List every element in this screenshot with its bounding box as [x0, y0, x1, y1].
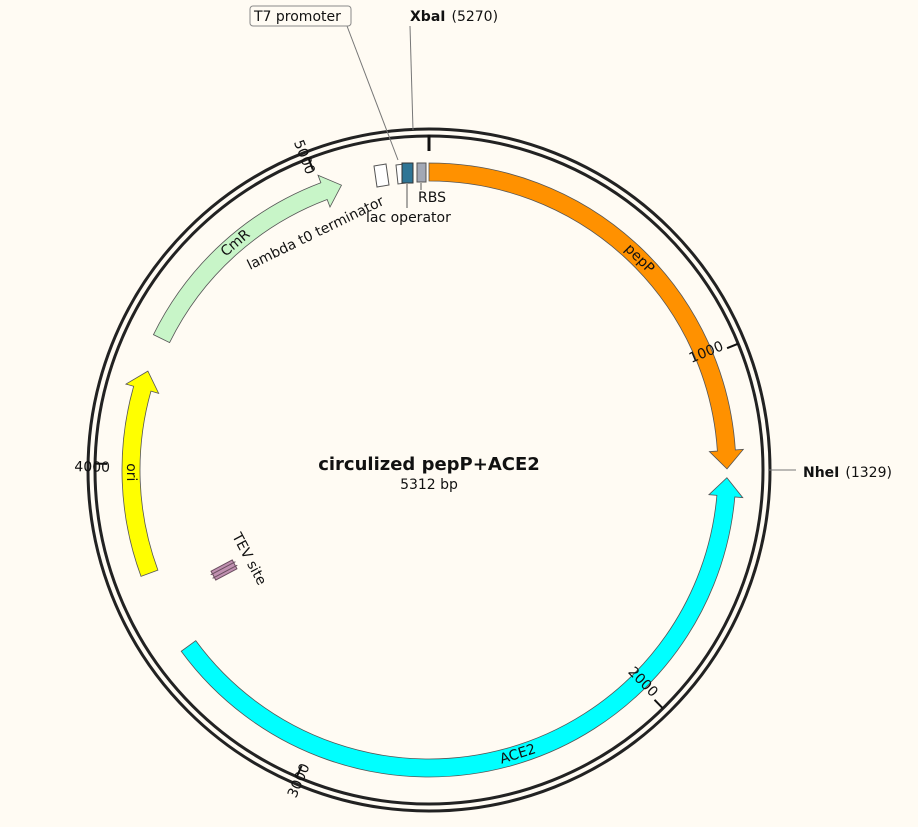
rbs-label: RBS: [418, 190, 446, 206]
cmr-feature-arrow[interactable]: [152, 174, 343, 344]
tick-mark-2000: [653, 699, 664, 710]
lambda-t0-terminator-feature[interactable]: [373, 163, 390, 188]
lambda-t0-terminator-label: lambda t0 terminator: [245, 193, 387, 273]
tick-mark-3000: [295, 765, 303, 778]
lac-operator-feature[interactable]: [401, 162, 414, 184]
plasmid-title: circulized pepP+ACE2: [318, 454, 540, 475]
t7-promoter-leader-line: [346, 25, 399, 161]
t7-promoter-label: T7 promoter: [253, 9, 341, 25]
lac-operator-label: lac operator: [366, 210, 451, 226]
tick-mark-5000: [307, 158, 314, 171]
tick-mark-1000: [726, 342, 739, 350]
ori-feature-arrow[interactable]: [121, 370, 160, 577]
tick-label-4000: 4000: [74, 459, 110, 476]
t7-promoter-label-box: [249, 5, 352, 27]
tev-site-feature[interactable]: [209, 559, 238, 581]
ace2-feature-arrow[interactable]: [180, 477, 744, 778]
xbai-leader-line: [409, 25, 414, 131]
pepp-feature-arrow[interactable]: [428, 162, 745, 470]
tev-site-label: TEV site: [228, 529, 269, 587]
plasmid-size: 5312 bp: [400, 477, 458, 493]
xbai-site-label: XbaI (5270): [410, 9, 498, 25]
rbs-feature[interactable]: [416, 162, 427, 183]
ori-feature-label: ori: [123, 463, 139, 481]
nhei-site-label: NheI (1329): [803, 465, 892, 481]
